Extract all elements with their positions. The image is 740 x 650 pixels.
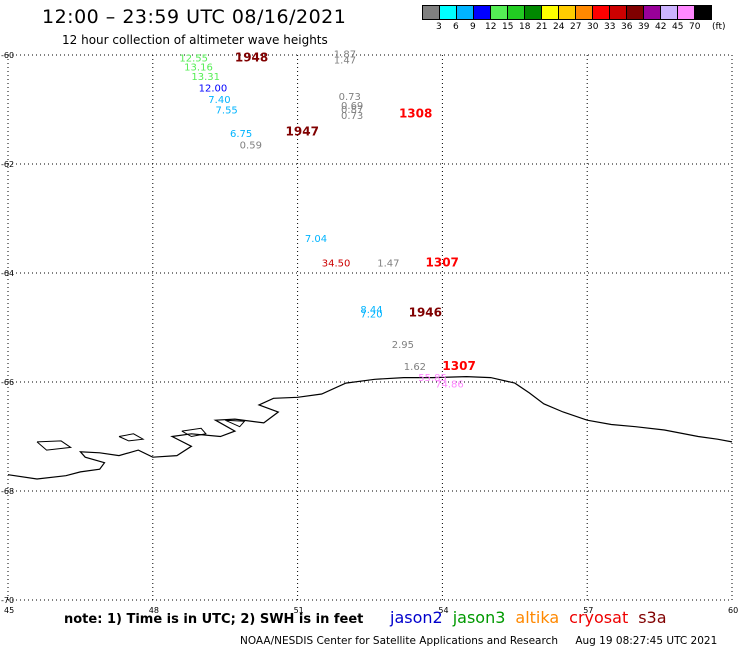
- lat-tick-label: -64: [1, 269, 14, 278]
- wave-height-value: 0.59: [240, 141, 262, 152]
- footer: NOAA/NESDIS Center for Satellite Applica…: [240, 635, 717, 647]
- satellite-altika: altika: [515, 608, 560, 627]
- pass-time-label: 1307: [426, 255, 459, 269]
- lon-tick-label: 57: [583, 606, 593, 615]
- chart-title: 12:00 – 23:59 UTC 08/16/2021: [42, 6, 347, 28]
- pass-time-label: 1308: [399, 107, 432, 121]
- satellite-legend: jason2 jason3 altika cryosat s3a: [390, 608, 667, 627]
- satellite-jason2: jason2: [390, 608, 443, 627]
- lon-tick-label: 45: [4, 606, 14, 615]
- pass-time-label: 1948: [235, 51, 268, 65]
- lon-tick-label: 54: [438, 606, 448, 615]
- lon-tick-label: 60: [728, 606, 738, 615]
- footer-org: NOAA/NESDIS Center for Satellite Applica…: [240, 635, 558, 647]
- color-swatch: [694, 5, 712, 20]
- color-scale-tick: 39: [638, 22, 650, 32]
- wave-height-value: 7.04: [305, 234, 327, 245]
- lon-tick-label: 48: [149, 606, 159, 615]
- wave-height-value: 6.75: [230, 129, 252, 140]
- coastal-island: [224, 419, 246, 428]
- wave-height-value: 1.47: [334, 56, 356, 67]
- wave-height-value: 2.95: [392, 340, 414, 351]
- lat-tick-label: -62: [1, 160, 14, 169]
- wave-height-value: 0.73: [339, 92, 361, 103]
- color-scale-tick: 3: [436, 22, 442, 32]
- wave-height-value: 8.44: [360, 305, 382, 316]
- lat-tick-label: -70: [1, 596, 14, 605]
- wave-height-value: 55.85: [418, 373, 447, 384]
- color-scale-labels: 3 6 9 12 15 18 21 24 27 30 33 36 39 42 45 70: [422, 22, 740, 36]
- color-scale-tick: 9: [470, 22, 476, 32]
- satellite-jason3: jason3: [452, 608, 506, 627]
- color-scale-tick: 30: [587, 22, 599, 32]
- color-scale-tick: 45: [672, 22, 684, 32]
- chart-subtitle: 12 hour collection of altimeter wave hei…: [62, 33, 328, 47]
- color-scale-unit: (ft): [712, 22, 726, 32]
- color-scale-tick: 42: [655, 22, 667, 32]
- antarctic-coastline: [7, 375, 733, 480]
- coastal-island: [36, 440, 73, 451]
- wave-height-value: 7.20: [360, 310, 382, 321]
- satellite-s3a: s3a: [638, 608, 667, 627]
- wave-height-value: 12.00: [199, 84, 228, 95]
- wave-height-value: 0.69: [341, 101, 363, 112]
- pass-time-label: 1947: [286, 125, 319, 139]
- wave-height-value: 1.62: [404, 362, 426, 373]
- footer-timestamp: Aug 19 08:27:45 UTC 2021: [575, 635, 718, 647]
- wave-height-value: 74.86: [435, 379, 464, 390]
- color-scale-tick: 24: [553, 22, 565, 32]
- pass-time-label: 1946: [409, 306, 442, 320]
- satellite-cryosat: cryosat: [569, 608, 629, 627]
- wave-height-value: 1.87: [334, 50, 356, 61]
- wave-height-value: 34.50: [322, 258, 351, 269]
- color-scale-tick: 27: [570, 22, 582, 32]
- lon-tick-label: 51: [294, 606, 304, 615]
- color-scale-tick: 6: [453, 22, 459, 32]
- pass-time-label: 1307: [442, 359, 475, 373]
- wave-height-value: 7.40: [208, 95, 230, 106]
- wave-height-value: 0.87: [341, 105, 363, 116]
- lat-tick-label: -66: [1, 378, 14, 387]
- color-scale-bar: [422, 5, 712, 20]
- color-scale-tick: 15: [502, 22, 514, 32]
- wave-height-value: 13.31: [191, 72, 220, 83]
- color-scale-tick: 36: [621, 22, 633, 32]
- coastal-island: [118, 433, 145, 442]
- coastal-island: [181, 427, 207, 438]
- color-scale-tick: 70: [689, 22, 701, 32]
- wave-height-value: 0.73: [341, 111, 363, 122]
- wave-height-value: 7.55: [216, 105, 238, 116]
- wave-height-value: 12.55: [179, 54, 208, 65]
- color-scale-tick: 18: [519, 22, 531, 32]
- note-text: note: 1) Time is in UTC; 2) SWH is in fe…: [64, 612, 364, 627]
- wave-height-value: 1.47: [377, 258, 399, 269]
- color-scale-tick: 33: [604, 22, 616, 32]
- wave-height-value: 13.16: [184, 62, 213, 73]
- color-scale-tick: 12: [485, 22, 497, 32]
- color-scale-tick: 21: [536, 22, 548, 32]
